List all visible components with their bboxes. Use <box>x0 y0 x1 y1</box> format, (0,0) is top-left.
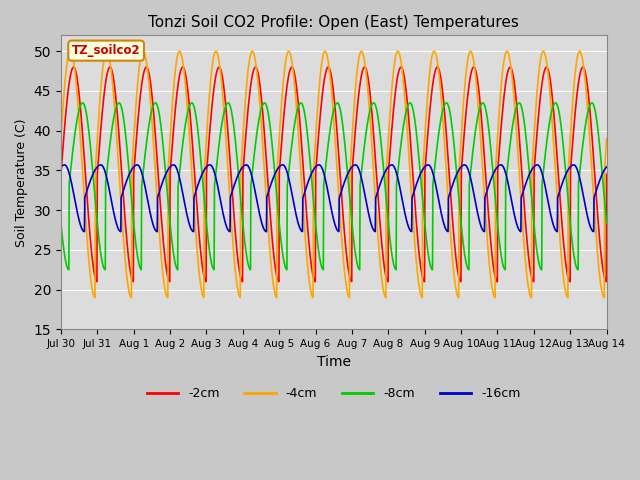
Line: -2cm: -2cm <box>61 67 607 282</box>
Line: -8cm: -8cm <box>61 103 607 270</box>
-8cm <box>179 142 186 148</box>
Line: -16cm: -16cm <box>61 165 607 232</box>
-4cm <box>166 147 173 153</box>
Line: -4cm: -4cm <box>61 51 607 298</box>
-8cm <box>240 229 248 235</box>
-16cm <box>262 229 270 235</box>
-16cm <box>165 165 173 171</box>
-2cm <box>57 171 65 177</box>
-8cm <box>101 267 109 273</box>
-2cm <box>603 171 611 177</box>
-2cm <box>165 278 173 284</box>
-2cm <box>419 275 426 281</box>
Text: TZ_soilco2: TZ_soilco2 <box>72 44 140 57</box>
-4cm <box>240 122 248 128</box>
-4cm <box>419 169 426 175</box>
-8cm <box>419 202 427 208</box>
-8cm <box>490 185 498 191</box>
-2cm <box>490 267 498 273</box>
-2cm <box>566 279 574 285</box>
-2cm <box>179 64 186 70</box>
-8cm <box>539 177 547 183</box>
-8cm <box>603 220 611 226</box>
-4cm <box>603 136 611 142</box>
-16cm <box>539 172 547 178</box>
-16cm <box>388 162 396 168</box>
Y-axis label: Soil Temperature (C): Soil Temperature (C) <box>15 118 28 247</box>
-16cm <box>179 188 186 194</box>
-4cm <box>576 48 584 54</box>
-4cm <box>164 295 172 300</box>
-4cm <box>490 293 498 299</box>
-8cm <box>57 220 65 226</box>
-16cm <box>603 164 611 170</box>
-4cm <box>179 58 186 64</box>
X-axis label: Time: Time <box>317 355 351 369</box>
-2cm <box>397 64 405 70</box>
-2cm <box>239 165 247 170</box>
-4cm <box>538 50 546 56</box>
-16cm <box>57 164 65 170</box>
-16cm <box>490 169 498 175</box>
-16cm <box>239 164 247 169</box>
Legend: -2cm, -4cm, -8cm, -16cm: -2cm, -4cm, -8cm, -16cm <box>141 383 525 406</box>
-4cm <box>57 136 65 142</box>
-8cm <box>370 100 378 106</box>
Title: Tonzi Soil CO2 Profile: Open (East) Temperatures: Tonzi Soil CO2 Profile: Open (East) Temp… <box>148 15 519 30</box>
-2cm <box>538 80 546 86</box>
-8cm <box>166 213 173 219</box>
-16cm <box>419 166 427 172</box>
